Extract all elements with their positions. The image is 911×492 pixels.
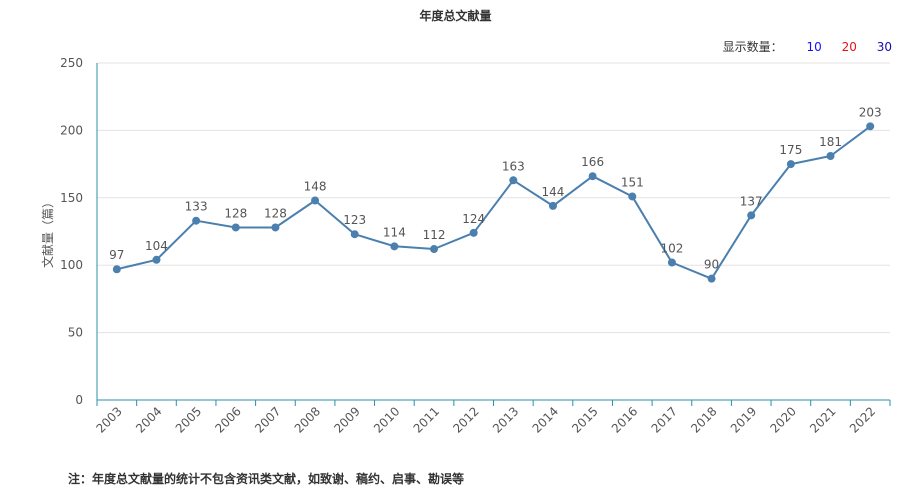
data-point bbox=[390, 242, 399, 251]
data-label: 128 bbox=[224, 206, 247, 220]
x-tick-label: 2020 bbox=[767, 404, 798, 435]
data-label: 102 bbox=[660, 242, 683, 256]
y-axis-title: 文献量（篇） bbox=[40, 196, 55, 268]
data-label: 175 bbox=[779, 143, 802, 157]
data-point bbox=[667, 258, 676, 267]
data-point bbox=[311, 196, 320, 205]
data-label: 144 bbox=[542, 185, 565, 199]
data-label: 112 bbox=[423, 228, 446, 242]
data-label: 104 bbox=[145, 239, 168, 253]
data-label: 97 bbox=[109, 248, 124, 262]
data-label: 151 bbox=[621, 175, 644, 189]
data-point bbox=[786, 160, 795, 169]
series-line bbox=[116, 125, 871, 280]
data-label: 90 bbox=[704, 258, 719, 272]
data-point bbox=[430, 245, 439, 254]
data-point bbox=[707, 274, 716, 283]
x-tick-label: 2016 bbox=[609, 404, 640, 435]
data-label: 114 bbox=[383, 225, 406, 239]
data-label: 203 bbox=[859, 105, 882, 119]
data-point bbox=[509, 176, 518, 185]
data-point bbox=[271, 223, 280, 232]
data-label: 123 bbox=[343, 213, 366, 227]
data-label: 137 bbox=[740, 194, 763, 208]
x-tick-label: 2011 bbox=[411, 404, 442, 435]
data-point bbox=[469, 228, 478, 237]
data-point bbox=[588, 172, 597, 181]
x-tick-label: 2003 bbox=[93, 404, 124, 435]
y-tick-label: 50 bbox=[68, 326, 83, 340]
data-label: 148 bbox=[304, 179, 327, 193]
x-tick-label: 2012 bbox=[450, 404, 481, 435]
x-tick-label: 2005 bbox=[173, 404, 204, 435]
x-tick-label: 2017 bbox=[649, 404, 680, 435]
y-tick-label: 100 bbox=[60, 258, 83, 272]
x-tick-label: 2018 bbox=[688, 404, 719, 435]
line-chart: 0 50 100 150 200 250 文献量（篇） 2003 2004 2005 2006 200… bbox=[40, 56, 891, 436]
display-count-option-20[interactable]: 20 bbox=[841, 40, 857, 54]
data-label: 133 bbox=[185, 200, 208, 214]
data-point bbox=[152, 255, 161, 264]
x-tick-label: 2015 bbox=[569, 404, 600, 435]
data-point bbox=[866, 122, 875, 131]
x-tick-label: 2007 bbox=[252, 404, 283, 435]
x-tick-label: 2006 bbox=[212, 404, 243, 435]
data-point bbox=[231, 223, 240, 232]
data-label: 166 bbox=[581, 155, 604, 169]
display-count-label: 显示数量： bbox=[722, 40, 783, 54]
x-tick-label: 2008 bbox=[292, 404, 323, 435]
y-tick-label: 0 bbox=[75, 393, 83, 407]
x-tick-label: 2022 bbox=[847, 404, 878, 435]
y-tick-label: 200 bbox=[60, 123, 83, 137]
display-count-selector: 显示数量： 10 20 30 bbox=[723, 38, 892, 55]
display-count-option-30[interactable]: 30 bbox=[876, 40, 892, 54]
x-tick-label: 2010 bbox=[371, 404, 402, 435]
y-tick-label: 150 bbox=[60, 191, 83, 205]
data-point bbox=[826, 152, 835, 161]
chart-title: 年度总文献量 bbox=[419, 9, 492, 23]
x-tick-label: 2009 bbox=[331, 404, 362, 435]
data-point bbox=[350, 230, 359, 239]
x-tick-label: 2019 bbox=[728, 404, 759, 435]
data-point bbox=[747, 211, 756, 220]
data-label: 163 bbox=[502, 159, 525, 173]
footnote: 注：年度总文献量的统计不包含资讯类文献，如致谢、稿约、启事、勘误等 bbox=[68, 472, 465, 486]
data-point bbox=[112, 265, 121, 274]
y-tick-label: 250 bbox=[60, 56, 83, 70]
x-tick-label: 2013 bbox=[490, 404, 521, 435]
x-tick-label: 2004 bbox=[133, 404, 164, 435]
data-label: 181 bbox=[819, 135, 842, 149]
data-label: 124 bbox=[462, 212, 485, 226]
display-count-option-10[interactable]: 10 bbox=[806, 40, 822, 54]
x-tick-label: 2021 bbox=[807, 404, 838, 435]
x-tick-label: 2014 bbox=[530, 404, 561, 435]
data-point bbox=[548, 201, 557, 210]
data-point bbox=[192, 216, 201, 225]
data-label: 128 bbox=[264, 206, 287, 220]
data-point bbox=[628, 192, 637, 201]
